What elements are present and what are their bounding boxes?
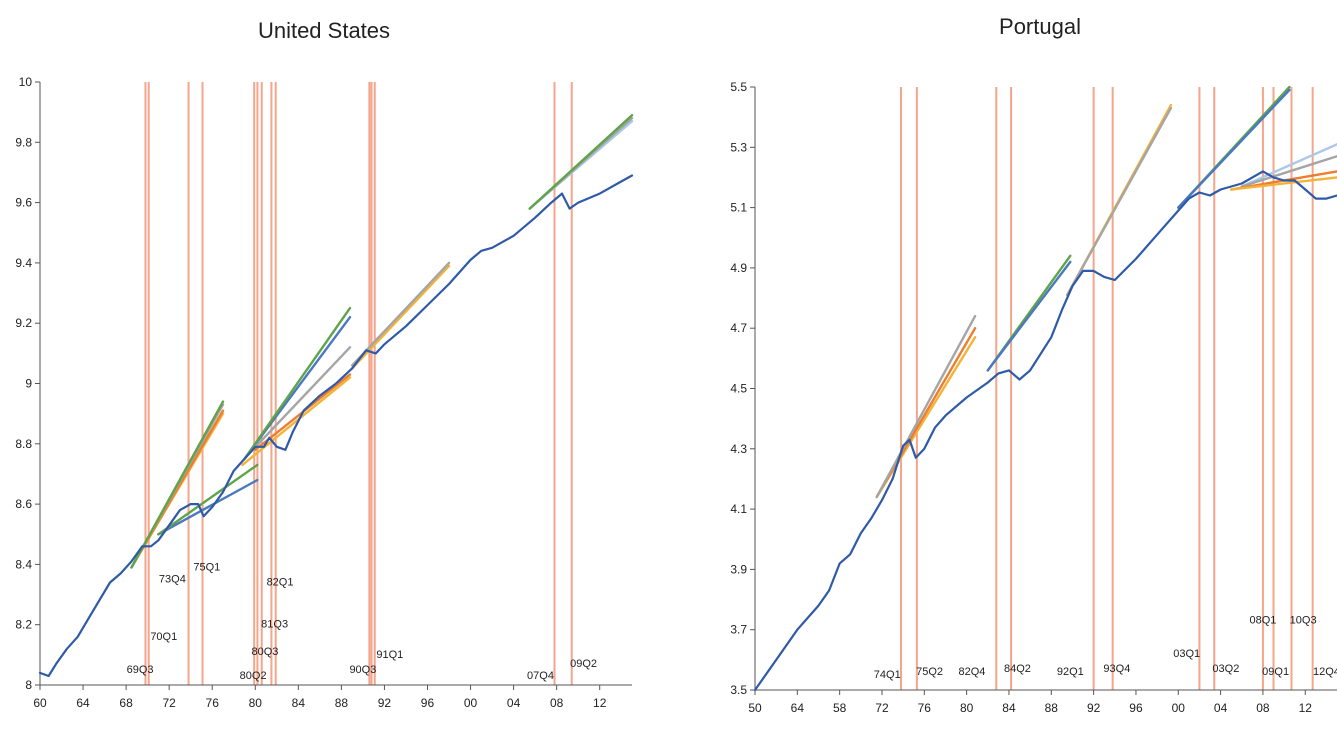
y-tick-label: 4.3 [730, 442, 747, 456]
y-tick-label: 3.9 [730, 562, 747, 576]
y-tick-label: 8.2 [15, 618, 32, 632]
y-tick-label: 9 [25, 377, 32, 391]
series-line-trend [1240, 155, 1337, 188]
x-tick-label: 92 [378, 696, 392, 710]
x-tick-label: 88 [335, 696, 349, 710]
y-tick-label: 3.7 [730, 623, 747, 637]
y-tick-label: 4.9 [730, 261, 747, 275]
y-tick-label: 8 [25, 678, 32, 692]
y-tick-label: 4.5 [730, 382, 747, 396]
chart-panel-united-states: United States 8 8.2 8.4 8.6 8.8 9 9.2 9.4 9.6 9.8… [15, 18, 634, 710]
x-tick-label: 50 [748, 701, 762, 715]
y-tick-label: 9.6 [15, 196, 32, 210]
annotation-label: 03Q2 [1212, 663, 1239, 675]
annotation-label: 03Q1 [1173, 648, 1200, 660]
x-tick-label: 64 [76, 696, 90, 710]
series-line-trend [1065, 106, 1173, 297]
x-tick-label: 72 [875, 701, 889, 715]
annotation-label: 74Q1 [874, 669, 901, 681]
series-line-trend [248, 346, 352, 454]
x-tick-label: 96 [1129, 701, 1143, 715]
chart-title: United States [258, 18, 390, 43]
series-line-trend [1177, 88, 1291, 209]
annotation-label: 92Q1 [1057, 666, 1084, 678]
annotation-label: 82Q4 [958, 666, 985, 678]
y-tick-label: 8.6 [15, 497, 32, 511]
annotation-label: 73Q4 [159, 573, 186, 585]
series-line-trend [157, 478, 259, 536]
annotation-label: 93Q4 [1103, 663, 1130, 675]
annotation-label: 08Q1 [1249, 615, 1276, 627]
y-tick-label: 5.3 [730, 140, 747, 154]
series-line-trend [157, 463, 259, 536]
series-line-trend [241, 376, 352, 467]
annotation-label: 09Q2 [570, 658, 597, 670]
y-tick-label: 5.5 [730, 80, 747, 94]
y-tick-label: 10 [19, 75, 33, 89]
x-tick-label: 80 [249, 696, 263, 710]
x-tick-label: 12 [593, 696, 607, 710]
x-tick-label: 84 [292, 696, 306, 710]
annotation-label: 70Q1 [150, 631, 177, 643]
series-line-actual [38, 174, 634, 678]
x-tick-label: 68 [119, 696, 133, 710]
annotation-label: 75Q1 [193, 561, 220, 573]
annotation-label: 75Q2 [916, 666, 943, 678]
y-tick-label: 4.7 [730, 321, 747, 335]
x-tick-label: 08 [1256, 701, 1270, 715]
x-tick-label: 60 [33, 696, 47, 710]
annotation-label: 81Q3 [261, 619, 288, 631]
x-tick-label: 92 [1087, 701, 1101, 715]
series-line-trend [1240, 143, 1337, 188]
series-line-trend [875, 314, 977, 499]
series-line-trend [130, 400, 225, 569]
chart-panel-portugal: Portugal 3.5 3.7 3.9 4.1 4.3 4.5 4.7 4.9 5.1 5.3 5… [730, 14, 1337, 715]
x-tick-label: 04 [1214, 701, 1228, 715]
x-tick-label: 96 [421, 696, 435, 710]
annotation-label: 07Q4 [527, 670, 554, 682]
y-tick-label: 4.1 [730, 502, 747, 516]
y-tick-label: 8.8 [15, 437, 32, 451]
annotation-label: 90Q3 [349, 664, 376, 676]
series-line-trend [350, 264, 451, 370]
y-tick-label: 3.5 [730, 683, 747, 697]
y-tick-label: 8.4 [15, 557, 32, 571]
series-line-trend [243, 306, 352, 461]
annotation-label: 80Q2 [240, 670, 267, 682]
x-tick-label: 64 [791, 701, 805, 715]
x-tick-label: 58 [833, 701, 847, 715]
x-tick-label: 72 [162, 696, 176, 710]
chart-title: Portugal [999, 14, 1081, 39]
y-tick-label: 9.2 [15, 316, 32, 330]
x-tick-label: 80 [960, 701, 974, 715]
x-tick-label: 08 [550, 696, 564, 710]
annotation-label: 09Q1 [1262, 666, 1289, 678]
x-tick-label: 00 [464, 696, 478, 710]
x-tick-label: 00 [1172, 701, 1186, 715]
series-line-trend [528, 113, 634, 210]
y-tick-label: 5.1 [730, 201, 747, 215]
x-tick-label: 88 [1045, 701, 1059, 715]
x-tick-label: 76 [918, 701, 932, 715]
series-line-trend [986, 260, 1072, 372]
annotation-label: 84Q2 [1004, 663, 1031, 675]
x-tick-label: 76 [206, 696, 220, 710]
annotation-label: 91Q1 [376, 649, 403, 661]
y-tick-label: 9.4 [15, 256, 32, 270]
annotation-label: 10Q3 [1290, 615, 1317, 627]
x-tick-label: 12 [1299, 701, 1313, 715]
annotation-label: 69Q3 [127, 664, 154, 676]
annotation-label: 12Q4 [1313, 666, 1337, 678]
annotation-label: 80Q3 [251, 646, 278, 658]
series-line-trend [1229, 176, 1337, 191]
x-tick-label: 04 [507, 696, 521, 710]
x-tick-label: 84 [1002, 701, 1016, 715]
y-tick-label: 9.8 [15, 135, 32, 149]
annotation-label: 82Q1 [267, 577, 294, 589]
series-line-actual [753, 170, 1337, 692]
series-line-trend [350, 261, 451, 367]
